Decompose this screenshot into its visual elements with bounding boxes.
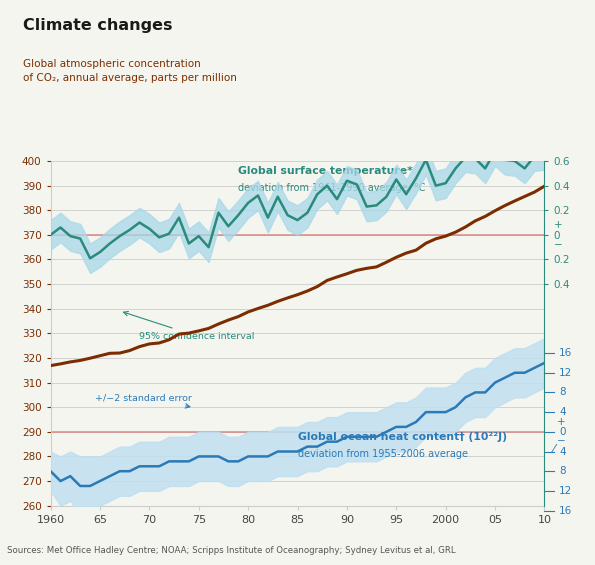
Text: −: −	[555, 240, 563, 250]
Text: 12: 12	[559, 368, 572, 378]
Text: 4: 4	[559, 407, 566, 417]
Text: Global surface temperature*: Global surface temperature*	[238, 166, 413, 176]
Text: +: +	[557, 417, 565, 427]
Text: 8: 8	[559, 388, 566, 397]
Text: 16: 16	[559, 348, 572, 358]
Text: ⁄: ⁄	[552, 442, 554, 455]
Text: Sources: Met Office Hadley Centre; NOAA; Scripps Institute of Oceanography; Sydn: Sources: Met Office Hadley Centre; NOAA;…	[7, 546, 456, 555]
Text: 0: 0	[559, 427, 566, 437]
Text: +/−2 standard error: +/−2 standard error	[95, 394, 192, 408]
Text: deviation from 1955-2006 average: deviation from 1955-2006 average	[298, 450, 468, 459]
Text: 12: 12	[559, 486, 572, 496]
Text: Climate changes: Climate changes	[23, 18, 172, 33]
Text: 8: 8	[559, 466, 566, 476]
Text: −: −	[557, 437, 565, 446]
Text: Global atmospheric concentration
of CO₂, annual average, parts per million: Global atmospheric concentration of CO₂,…	[23, 59, 236, 82]
Text: +: +	[555, 220, 563, 230]
Text: Global ocean heat content† (10²²J): Global ocean heat content† (10²²J)	[298, 432, 506, 442]
Text: deviation from 1961-1990 average, °C: deviation from 1961-1990 average, °C	[238, 184, 425, 193]
Text: 4: 4	[559, 446, 566, 457]
Text: 95% confidence interval: 95% confidence interval	[124, 311, 255, 341]
Text: 16: 16	[559, 506, 572, 516]
